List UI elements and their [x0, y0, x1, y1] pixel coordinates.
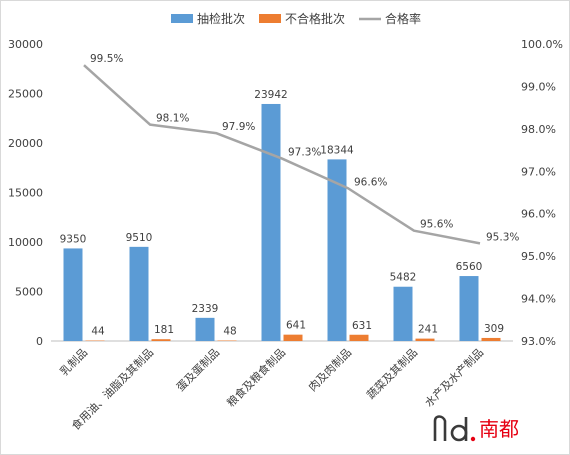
- bar-unqualified: [415, 338, 435, 341]
- y-right-tick-label: 98.0%: [521, 123, 556, 136]
- y-right-tick-label: 93.0%: [521, 335, 556, 348]
- x-tick-label: 乳制品: [58, 346, 91, 379]
- legend-label: 合格率: [385, 11, 421, 26]
- line-data-label: 95.3%: [486, 231, 519, 243]
- bar-data-label: 6560: [456, 261, 483, 273]
- x-tick-label: 水产及水产制品: [422, 345, 486, 409]
- bar-unqualified: [151, 339, 171, 341]
- x-tick-label: 粮食及粮食制品: [224, 345, 288, 409]
- legend-swatch: [171, 14, 193, 23]
- nd-logo: [433, 415, 476, 442]
- legend: 抽检批次 不合格批次 合格率: [171, 11, 421, 26]
- bar-data-label: 18344: [320, 144, 354, 156]
- bar-data-label: 9510: [126, 232, 153, 244]
- y-right-tick-label: 95.0%: [521, 250, 556, 263]
- x-tick-label: 肉及肉制品: [306, 346, 354, 394]
- legend-swatch: [259, 14, 281, 23]
- y-right-tick-label: 100.0%: [521, 38, 563, 51]
- bars: [63, 103, 501, 341]
- watermark-text: 南都: [479, 417, 519, 441]
- y-left-tick-label: 30000: [8, 38, 43, 51]
- watermark: 南都: [433, 415, 519, 442]
- y-left-tick-label: 5000: [15, 286, 43, 299]
- y-right-tick-label: 99.0%: [521, 80, 556, 93]
- y-right-tick-label: 94.0%: [521, 293, 556, 306]
- y-right-tick-label: 97.0%: [521, 165, 556, 178]
- bar-data-label: 631: [352, 320, 372, 332]
- line-series: [83, 64, 481, 245]
- bar-data-label: 2339: [192, 303, 219, 315]
- bar-unqualified: [481, 337, 501, 341]
- legend-label: 抽检批次: [197, 11, 245, 26]
- bar-data-label: 5482: [390, 272, 417, 284]
- bar-data-label: 641: [286, 320, 306, 332]
- pass-rate-line: [83, 64, 481, 245]
- y-left-tick-label: 15000: [8, 187, 43, 200]
- legend-label: 不合格批次: [285, 11, 345, 26]
- bar-data-label: 181: [154, 324, 174, 336]
- line-data-label: 95.6%: [420, 219, 453, 231]
- bar-inspected: [261, 103, 281, 341]
- y-left-tick-label: 0: [36, 335, 43, 348]
- bar-unqualified: [349, 334, 369, 341]
- bar-data-label: 241: [418, 324, 438, 336]
- bar-inspected: [459, 276, 479, 341]
- line-data-label: 99.5%: [90, 53, 123, 65]
- x-tick-label: 蔬菜及其制品: [364, 346, 420, 402]
- bar-data-label: 23942: [254, 89, 287, 101]
- bar-inspected: [63, 248, 83, 341]
- line-data-label: 97.3%: [288, 147, 321, 159]
- data-labels: 9350 9510 2339 23942 18344 5482 6560 44 181 48 641…: [60, 53, 520, 337]
- bar-data-label: 48: [223, 326, 236, 338]
- line-data-label: 97.9%: [222, 121, 255, 133]
- bar-data-label: 9350: [60, 233, 87, 245]
- x-tick-label: 蛋及蛋制品: [174, 346, 222, 394]
- y-left-tick-label: 10000: [8, 236, 43, 249]
- bar-inspected: [195, 317, 215, 341]
- line-data-label: 96.6%: [354, 176, 387, 188]
- y-right-tick-label: 96.0%: [521, 208, 556, 221]
- bar-data-label: 44: [91, 326, 105, 338]
- bar-unqualified: [283, 334, 303, 341]
- y-left-tick-label: 25000: [8, 88, 43, 101]
- y-left-tick-label: 20000: [8, 137, 43, 150]
- bar-inspected: [327, 159, 347, 341]
- line-data-label: 98.1%: [156, 113, 189, 125]
- bar-data-label: 309: [484, 323, 504, 335]
- bar-inspected: [129, 246, 149, 341]
- bar-inspected: [393, 286, 413, 341]
